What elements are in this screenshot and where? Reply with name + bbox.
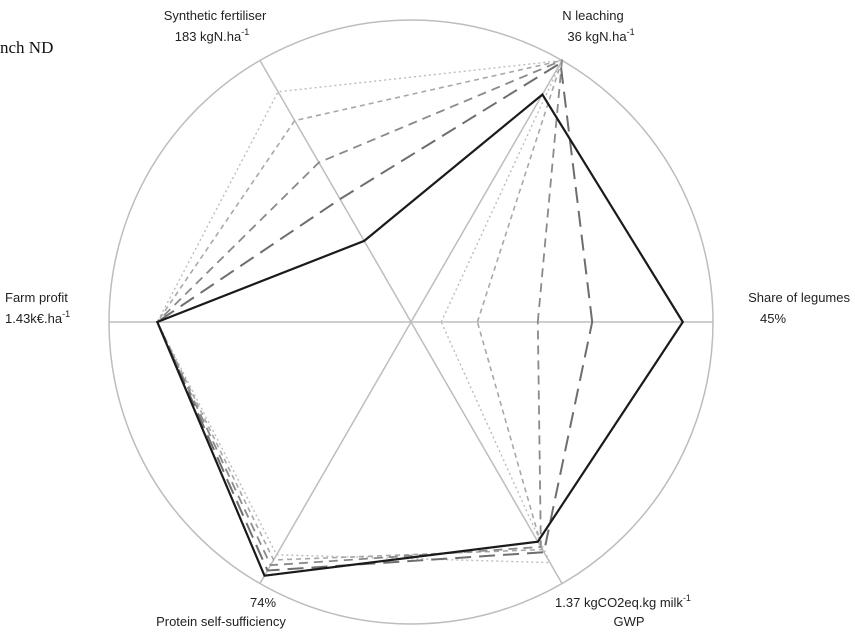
axis-max-n-leaching: 36 kgN.ha-1 (567, 27, 634, 44)
axis-line-protein-self-sufficiency (259, 321, 412, 584)
axis-label-protein-self-sufficiency: Protein self-sufficiency (156, 614, 286, 629)
series-line-dotted (156, 59, 564, 564)
axis-max-farm-profit: 1.43k€.ha-1 (5, 309, 70, 326)
radar-grid (108, 19, 714, 625)
axis-labels: Synthetic fertiliser 183 kgN.ha-1 N leac… (5, 8, 850, 629)
series-line-solid-black (155, 92, 685, 577)
axis-line-synthetic-fertiliser (259, 60, 412, 323)
series-line-short-dash (156, 59, 564, 561)
axis-max-synthetic-fertiliser: 183 kgN.ha-1 (175, 27, 250, 44)
axis-line-gwp (410, 321, 563, 584)
cropped-fragment-text: nch ND (0, 38, 53, 57)
radar-series (155, 59, 685, 577)
axis-max-gwp: 1.37 kgCO2eq.kg milk-1 (555, 593, 691, 610)
series-line-medium-dash (156, 59, 564, 567)
axis-line-n-leaching (410, 60, 563, 323)
axis-max-share-of-legumes: 45% (760, 311, 786, 326)
axis-label-gwp: GWP (613, 614, 644, 629)
axis-label-n-leaching: N leaching (562, 8, 623, 23)
axis-label-farm-profit: Farm profit (5, 290, 68, 305)
axis-max-protein-self-sufficiency: 74% (250, 595, 276, 610)
axis-label-share-of-legumes: Share of legumes (748, 290, 850, 305)
axis-label-synthetic-fertiliser: Synthetic fertiliser (164, 8, 267, 23)
